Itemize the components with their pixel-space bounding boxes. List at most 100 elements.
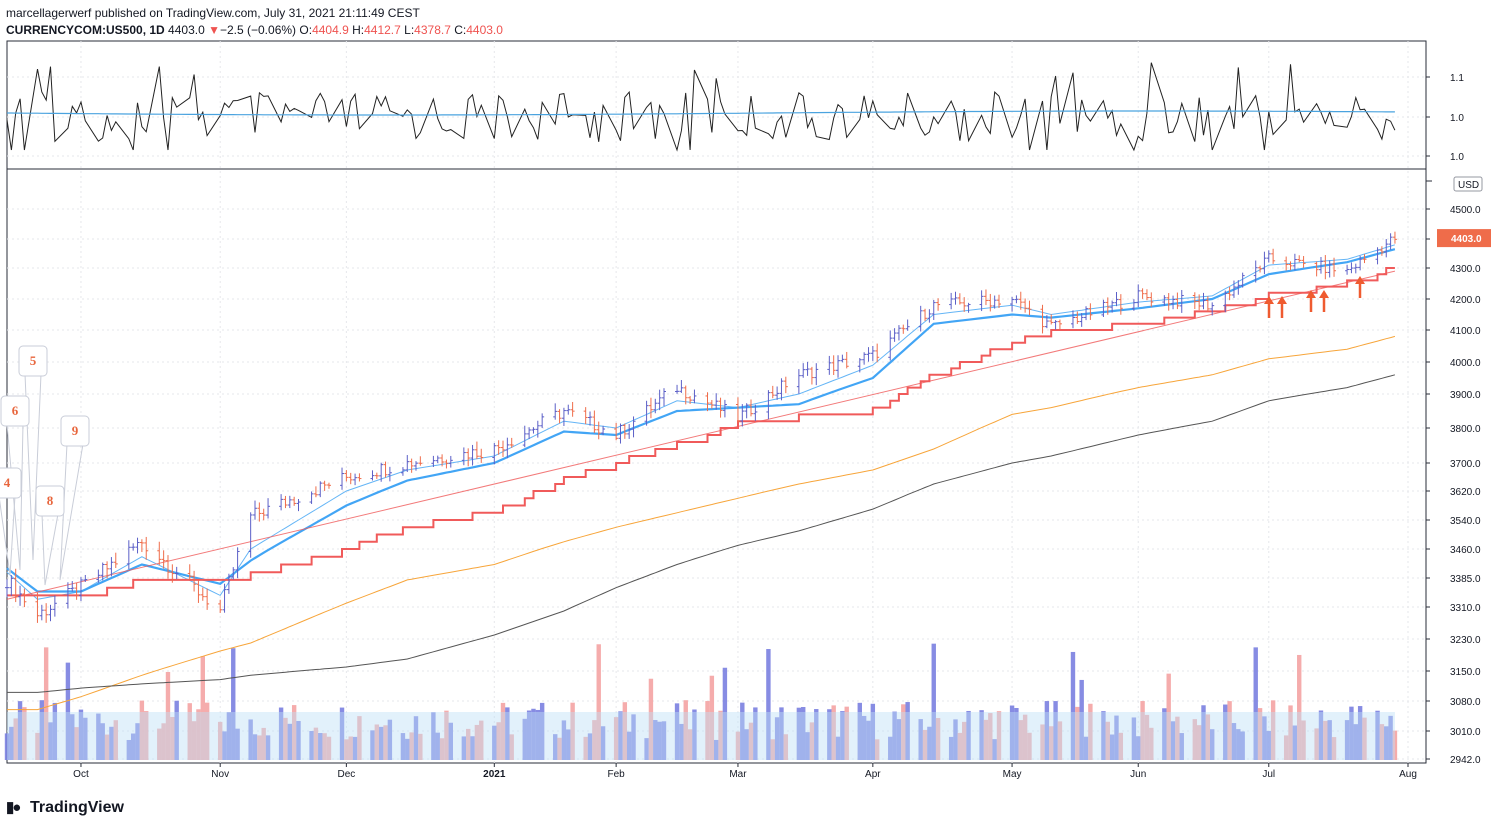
volume-bar: [479, 720, 484, 760]
callout-pointer: [59, 443, 84, 581]
volume-bar: [870, 703, 876, 760]
price-tick-label: 4100.0: [1450, 326, 1481, 337]
volume-bar: [1223, 704, 1228, 760]
volume-bar: [13, 718, 18, 760]
volume-bar: [857, 702, 862, 760]
volume-bar: [557, 737, 562, 760]
volume-bar: [927, 726, 932, 760]
volume-bar: [1288, 705, 1293, 760]
currency-label: USD: [1458, 180, 1479, 191]
volume-bar: [283, 717, 288, 760]
volume-bar: [796, 707, 802, 760]
volume-bar: [901, 704, 906, 760]
date-tick-label: Jun: [1130, 769, 1146, 780]
volume-bar: [1292, 725, 1298, 760]
count-label: 8: [47, 493, 54, 508]
volume-bar: [740, 702, 745, 760]
volume-bar: [827, 709, 832, 760]
volume-bars: [4, 643, 1398, 760]
price-tick-label: 3150.0: [1450, 667, 1481, 678]
date-tick-label: Jul: [1262, 769, 1275, 780]
volume-bar: [1118, 732, 1124, 760]
volume-bar: [1140, 701, 1145, 760]
volume-bar: [287, 723, 293, 760]
last-price: 4403.0: [168, 23, 205, 37]
volume-bar: [378, 726, 384, 760]
indicator-pane[interactable]: 1.1 1.0 1.0: [6, 62, 1464, 182]
price-tick-label: 4000.0: [1450, 358, 1481, 369]
volume-bar: [1314, 728, 1319, 760]
symbol-name[interactable]: CURRENCYCOM:US500, 1D: [6, 23, 165, 37]
volume-bar: [496, 722, 501, 760]
up-arrow-head: [1319, 290, 1329, 298]
volume-bar: [130, 733, 136, 760]
volume-bar: [1318, 710, 1324, 760]
date-tick-label: Nov: [211, 769, 229, 780]
volume-bar: [326, 736, 332, 760]
signal-arrows: [1264, 276, 1365, 318]
volume-bar: [1227, 701, 1232, 760]
volume-bar: [1070, 651, 1076, 760]
volume-bar: [500, 702, 506, 760]
volume-bar: [448, 722, 453, 760]
volume-bar: [835, 736, 841, 760]
price-tick-label: 3620.0: [1450, 487, 1481, 498]
volume-bar: [344, 739, 349, 760]
volume-bar: [1170, 721, 1176, 760]
volume-bar: [679, 723, 684, 760]
price-lines: [6, 244, 1396, 711]
volume-bar: [587, 733, 593, 760]
time-axis[interactable]: Oct Nov Dec 2021 Feb Mar Apr May Jun Jul Aug: [73, 763, 1417, 780]
price-axis[interactable]: 4500.04400.04300.04200.04100.04000.03900…: [1426, 176, 1491, 766]
volume-bar: [170, 716, 175, 760]
volume-bar: [801, 707, 806, 760]
volume-bar: [996, 711, 1002, 760]
volume-bar: [535, 709, 541, 760]
volume-bar: [553, 734, 558, 760]
high-label: H:: [352, 23, 365, 37]
volume-bar: [531, 708, 536, 760]
volume-bar: [653, 720, 658, 760]
volume-bar: [139, 700, 145, 760]
date-tick-label: Aug: [1399, 769, 1417, 780]
volume-bar: [1018, 720, 1023, 760]
close-label: C:: [454, 23, 467, 37]
high-value: 4412.7: [364, 23, 401, 37]
volume-bar: [474, 724, 480, 760]
price-tick-label: 3080.0: [1450, 697, 1481, 708]
volume-bar: [1283, 735, 1289, 760]
volume-bar: [888, 736, 893, 760]
volume-bar: [492, 725, 497, 760]
volume-bar: [774, 717, 780, 760]
volume-bar: [65, 662, 71, 760]
volume-bar: [805, 732, 810, 760]
volume-bar: [844, 706, 849, 760]
volume-bar: [248, 719, 253, 760]
volume-bar: [1136, 736, 1141, 760]
indicator-frame: [6, 40, 1427, 170]
volume-bar: [539, 702, 545, 760]
callout-pointer: [24, 373, 42, 561]
volume-bar: [39, 700, 45, 760]
volume-bar: [348, 736, 353, 760]
volume-bar: [200, 656, 205, 760]
change-arrow-icon: ▼: [208, 23, 220, 37]
volume-bar: [104, 734, 110, 760]
volume-bar: [70, 714, 75, 760]
volume-bar: [866, 720, 871, 760]
price-tick-label: 3700.0: [1450, 459, 1481, 470]
up-arrow-head: [1355, 276, 1365, 284]
ohlc-bars[interactable]: [5, 231, 1397, 623]
volume-bar: [992, 739, 997, 760]
volume-bar: [644, 738, 649, 760]
volume-bar: [222, 731, 227, 760]
volume-bar: [4, 733, 10, 760]
volume-bar: [157, 728, 162, 760]
volume-bar: [296, 721, 301, 760]
volume-bar: [957, 732, 963, 760]
volume-bar: [988, 713, 993, 760]
volume-bar: [1049, 726, 1054, 760]
volume-bar: [1301, 720, 1306, 760]
volume-bar: [1101, 711, 1106, 760]
